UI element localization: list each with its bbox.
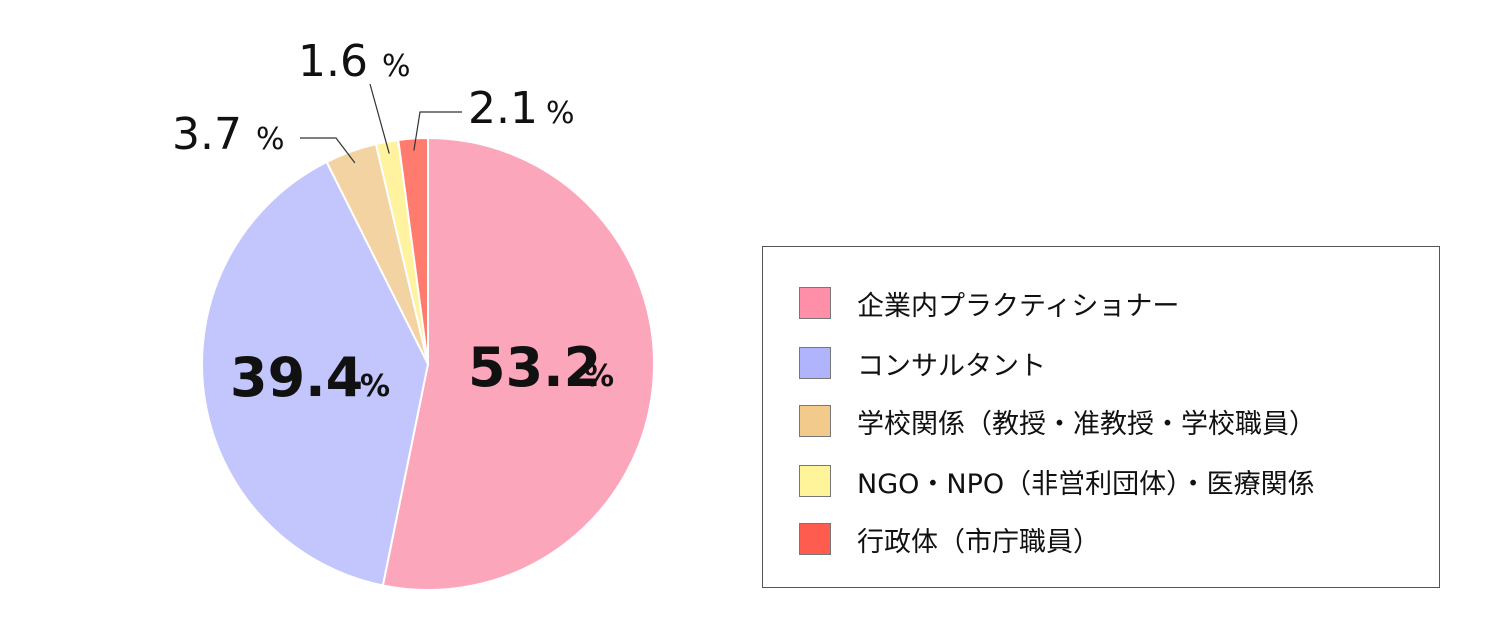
- pie-slice-consultant: [201, 160, 430, 587]
- pie-slice-government: [397, 136, 429, 365]
- slice-labels: 53.2 % 39.4 % 3.7 % 1.6 % 2.1 %: [172, 36, 614, 409]
- legend-label-government: 行政体（市庁職員）: [857, 526, 1100, 558]
- legend-label-ngo: NGO・NPO（非営利団体）・医療関係: [857, 468, 1315, 500]
- leader-school: [300, 137, 356, 164]
- legend-item-school: 学校関係（教授・准教授・学校職員）: [799, 403, 1316, 440]
- label-government-percent: %: [546, 96, 575, 131]
- label-ngo-value: 1.6: [298, 36, 368, 87]
- label-consultant-percent: %: [360, 369, 390, 404]
- legend-swatch-school: [799, 405, 831, 437]
- legend-item-consultant: コンサルタント: [799, 345, 1046, 382]
- label-school-value: 3.7: [172, 109, 242, 160]
- legend-swatch-government: [799, 523, 831, 555]
- label-consultant-value: 39.4: [230, 346, 363, 409]
- legend-item-ngo: NGO・NPO（非営利団体）・医療関係: [799, 463, 1315, 500]
- legend-label-corporate: 企業内プラクティショナー: [857, 290, 1180, 322]
- leader-ngo: [369, 83, 390, 154]
- label-school-percent: %: [256, 122, 285, 157]
- legend-swatch-ngo: [799, 465, 831, 497]
- leader-government: [413, 111, 462, 151]
- label-government-value: 2.1: [468, 83, 538, 134]
- legend-swatch-consultant: [799, 347, 831, 379]
- pie-slice-corporate: [381, 136, 655, 591]
- label-ngo-percent: %: [382, 49, 411, 84]
- legend: 企業内プラクティショナー コンサルタント 学校関係（教授・准教授・学校職員） N…: [762, 246, 1440, 588]
- legend-item-government: 行政体（市庁職員）: [799, 521, 1100, 558]
- label-corporate-value: 53.2: [468, 336, 601, 399]
- legend-swatch-corporate: [799, 287, 831, 319]
- legend-item-corporate: 企業内プラクティショナー: [799, 285, 1180, 322]
- leader-lines: [300, 83, 462, 164]
- legend-label-consultant: コンサルタント: [857, 350, 1046, 382]
- pie-slices: [201, 136, 655, 591]
- label-corporate-percent: %: [584, 359, 614, 394]
- legend-label-school: 学校関係（教授・准教授・学校職員）: [857, 408, 1316, 440]
